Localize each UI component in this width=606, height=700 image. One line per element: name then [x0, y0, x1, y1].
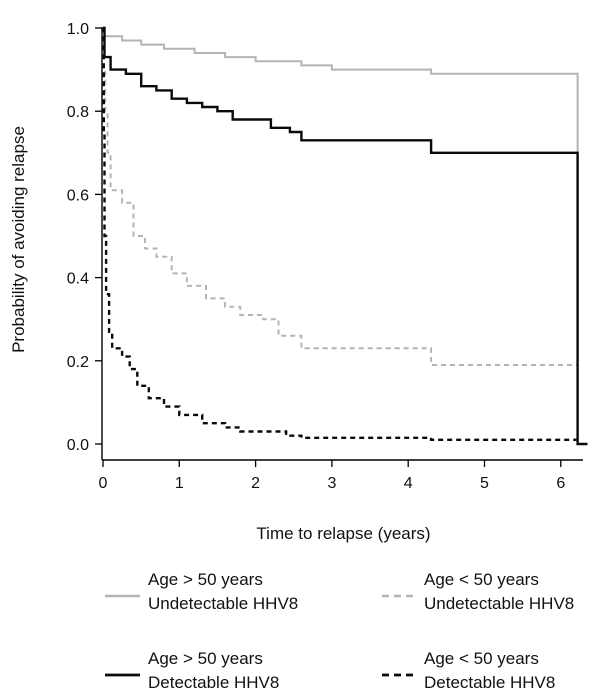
x-tick-label: 5	[480, 475, 489, 492]
y-tick-label: 0.8	[67, 104, 89, 121]
series-older-undetectable-line	[103, 27, 579, 153]
series-older-detectable-legend-label: Age > 50 years	[148, 649, 263, 668]
x-tick-label: 1	[175, 475, 184, 492]
series-younger-detectable-line	[102, 26, 578, 441]
x-axis-label: Time to relapse (years)	[256, 524, 430, 543]
series-younger-undetectable-legend-label: Undetectable HHV8	[424, 594, 574, 613]
legend: Age > 50 years Undetectable HHV8 Age < 50 …	[105, 570, 574, 692]
y-axis-label: Probability of avoiding relapse	[9, 126, 28, 353]
x-tick-label: 2	[251, 475, 260, 492]
series-younger-detectable-legend-label: Age < 50 years	[424, 649, 539, 668]
x-tick-label: 6	[556, 475, 565, 492]
y-tick-label: 0.0	[67, 437, 89, 454]
series-older-undetectable-legend-label: Age > 50 years	[148, 570, 263, 589]
y-tick-label: 0.2	[67, 354, 89, 371]
x-tick-label: 4	[404, 475, 413, 492]
series-older-detectable-legend-label: Detectable HHV8	[148, 673, 279, 692]
series-younger-detectable-legend-label: Detectable HHV8	[424, 673, 555, 692]
y-tick-label: 0.6	[67, 187, 89, 204]
series-older-undetectable-legend-label: Undetectable HHV8	[148, 594, 298, 613]
plot-area: 0.0 0.2 0.4 0.6 0.8 1.0 0 1 2 3 4 5 6	[67, 21, 588, 492]
series-younger-undetectable-line	[102, 27, 578, 366]
x-tick-label: 3	[327, 475, 336, 492]
y-tick-label: 0.4	[67, 271, 89, 288]
series-younger-undetectable-legend-label: Age < 50 years	[424, 570, 539, 589]
x-tick-label: 0	[99, 475, 108, 492]
series-older-detectable-line	[103, 26, 588, 446]
y-tick-label: 1.0	[67, 21, 89, 38]
